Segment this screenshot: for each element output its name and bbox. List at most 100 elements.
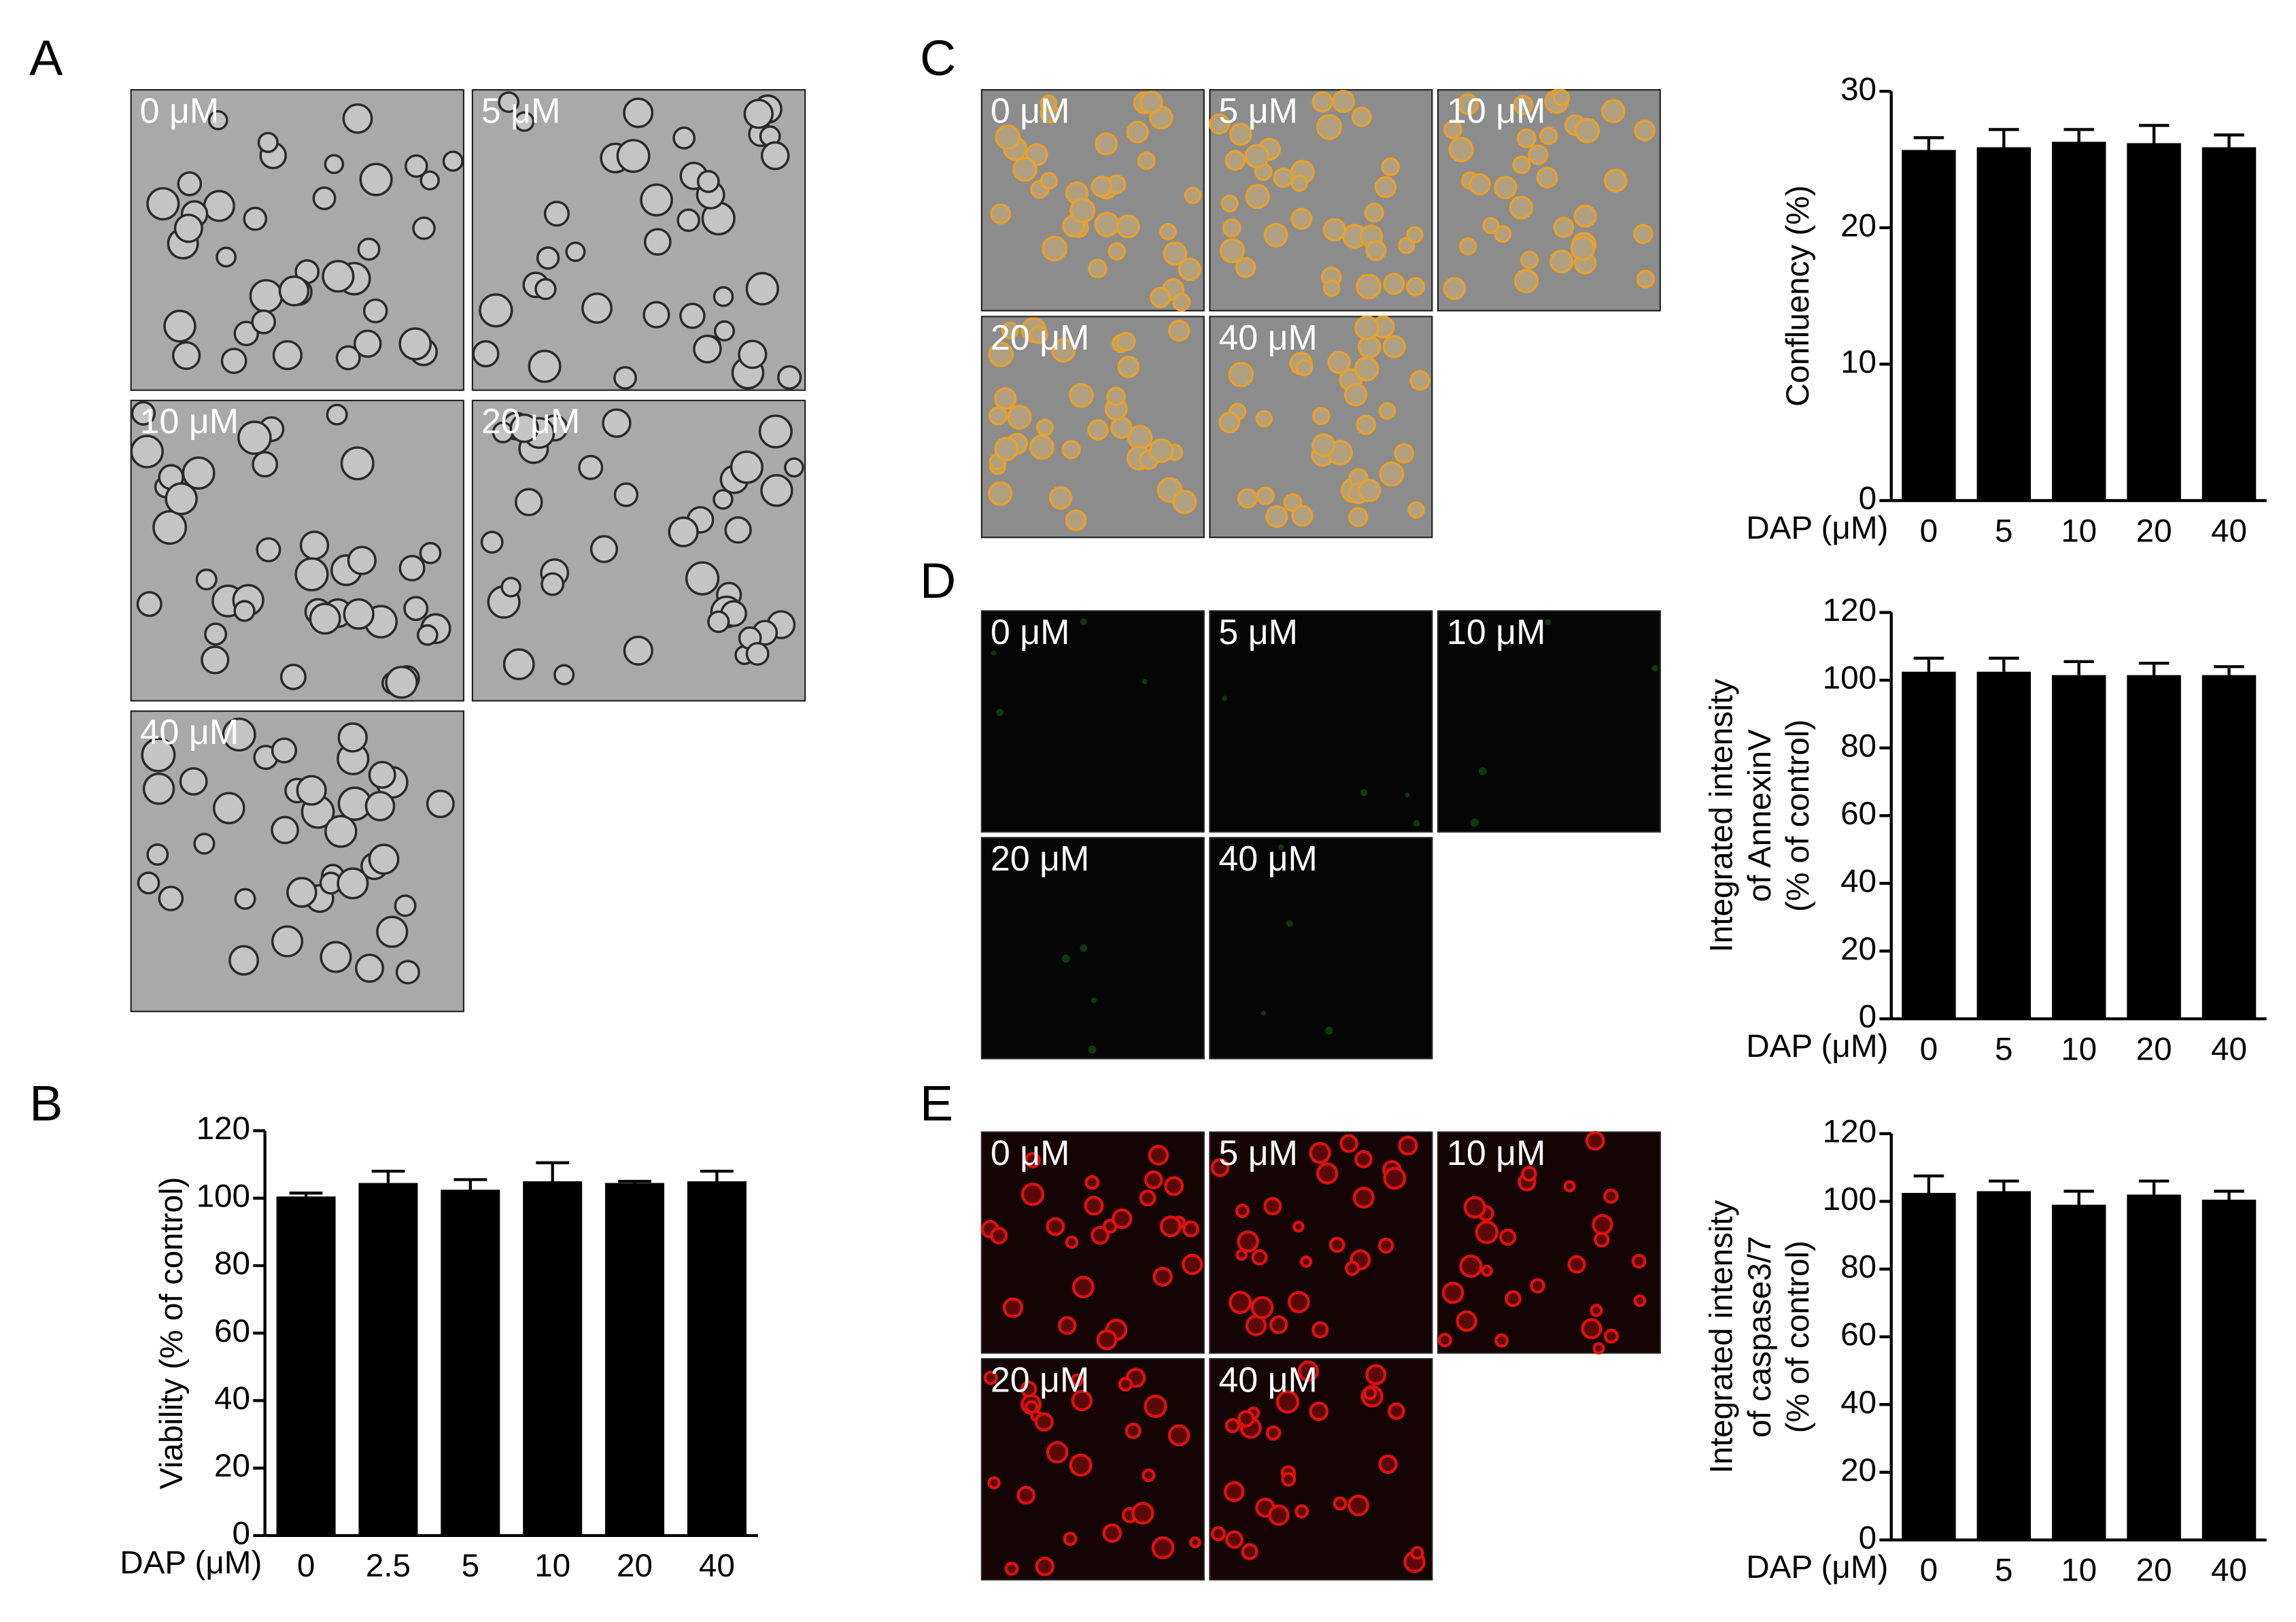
cell bbox=[243, 206, 268, 231]
y-tick-label: 120 bbox=[1823, 1113, 1877, 1149]
cell bbox=[1309, 1401, 1329, 1421]
micrograph: 20 μM bbox=[980, 837, 1205, 1060]
cell bbox=[1046, 1217, 1065, 1236]
cell bbox=[1273, 167, 1294, 188]
cell bbox=[142, 773, 175, 805]
cell bbox=[1225, 1530, 1244, 1549]
cell bbox=[613, 482, 639, 507]
cell bbox=[1381, 157, 1400, 177]
cell bbox=[738, 339, 768, 369]
cell bbox=[1585, 1130, 1605, 1151]
micrograph-label: 5 μM bbox=[481, 91, 561, 131]
cell bbox=[1291, 505, 1314, 527]
cell bbox=[278, 275, 310, 307]
cell bbox=[1443, 277, 1467, 300]
bar bbox=[1902, 1193, 1956, 1540]
cell bbox=[1159, 1215, 1182, 1238]
micrograph-label: 0 μM bbox=[991, 91, 1070, 131]
micrograph-bg bbox=[1209, 610, 1433, 833]
cell bbox=[1139, 1189, 1156, 1206]
bar bbox=[2201, 147, 2257, 501]
cell bbox=[1070, 1373, 1084, 1387]
cell bbox=[1549, 249, 1574, 274]
cell bbox=[1137, 151, 1156, 170]
bar bbox=[1976, 1191, 2032, 1540]
micrograph-label: 40 μM bbox=[1218, 839, 1317, 879]
micrograph-label: 20 μM bbox=[991, 1360, 1089, 1400]
cell bbox=[1322, 218, 1347, 242]
y-tick-label: 30 bbox=[1840, 71, 1877, 107]
cell bbox=[1046, 1441, 1069, 1464]
x-tick-label: 0 bbox=[1920, 1553, 1938, 1589]
cell bbox=[412, 216, 436, 240]
cell bbox=[676, 208, 700, 233]
cell bbox=[743, 99, 774, 129]
cell bbox=[1448, 137, 1474, 163]
cell bbox=[257, 131, 279, 154]
cell bbox=[760, 141, 790, 171]
cell bbox=[1295, 358, 1314, 377]
cell bbox=[515, 488, 543, 517]
cell bbox=[543, 201, 570, 227]
cell bbox=[1539, 126, 1558, 146]
cell bbox=[1131, 1502, 1154, 1525]
cell bbox=[158, 885, 184, 911]
cell bbox=[1235, 257, 1256, 278]
cell bbox=[442, 150, 464, 172]
cell bbox=[342, 103, 373, 134]
cell bbox=[1228, 362, 1254, 388]
cell bbox=[337, 722, 368, 753]
cell bbox=[1237, 488, 1258, 509]
cell bbox=[1007, 405, 1032, 430]
cell bbox=[1151, 1536, 1175, 1559]
cell bbox=[249, 279, 284, 314]
cell bbox=[130, 435, 164, 469]
cell bbox=[1182, 1220, 1199, 1238]
cell bbox=[1459, 237, 1477, 256]
x-tick-label: 40 bbox=[699, 1548, 735, 1584]
cell bbox=[1167, 1424, 1190, 1447]
cell bbox=[1348, 1494, 1369, 1517]
cell bbox=[991, 650, 997, 656]
cell bbox=[623, 97, 654, 129]
cell bbox=[581, 292, 613, 324]
cell bbox=[1255, 409, 1273, 428]
cell bbox=[1042, 235, 1067, 262]
cell bbox=[1292, 1221, 1305, 1233]
cell bbox=[1072, 1276, 1095, 1299]
cell bbox=[1001, 321, 1019, 340]
cell bbox=[222, 717, 256, 752]
cell bbox=[1469, 173, 1491, 196]
y-axis-label: Confluency (%) bbox=[1780, 185, 1816, 406]
cell bbox=[1268, 1504, 1290, 1526]
cell bbox=[1409, 370, 1430, 391]
cell bbox=[1344, 1260, 1360, 1276]
cell bbox=[216, 246, 237, 268]
cell bbox=[1065, 509, 1087, 532]
cell bbox=[1106, 386, 1126, 407]
cell bbox=[1116, 331, 1136, 352]
cell bbox=[1632, 224, 1654, 244]
cell bbox=[1374, 176, 1397, 199]
cell bbox=[152, 510, 188, 545]
cell bbox=[1634, 119, 1656, 141]
panel-letter: D bbox=[920, 552, 956, 609]
cell bbox=[1189, 1536, 1201, 1549]
micrograph: 40 μM bbox=[130, 710, 464, 1013]
cell bbox=[1235, 1203, 1250, 1219]
cell bbox=[1365, 1364, 1387, 1386]
y-axis-label: Integrated intensity bbox=[1703, 1200, 1739, 1473]
cell bbox=[1441, 1281, 1464, 1304]
cell bbox=[1164, 1176, 1184, 1196]
bar bbox=[2051, 675, 2106, 1019]
y-tick-label: 20 bbox=[1840, 1452, 1877, 1488]
cell bbox=[1184, 186, 1202, 205]
cell bbox=[623, 635, 653, 666]
cell bbox=[1035, 418, 1054, 437]
cell bbox=[480, 530, 504, 554]
cell bbox=[1172, 490, 1197, 514]
bar bbox=[358, 1183, 418, 1536]
cell bbox=[136, 591, 162, 618]
cell bbox=[1116, 214, 1140, 239]
cell bbox=[1024, 1151, 1041, 1168]
